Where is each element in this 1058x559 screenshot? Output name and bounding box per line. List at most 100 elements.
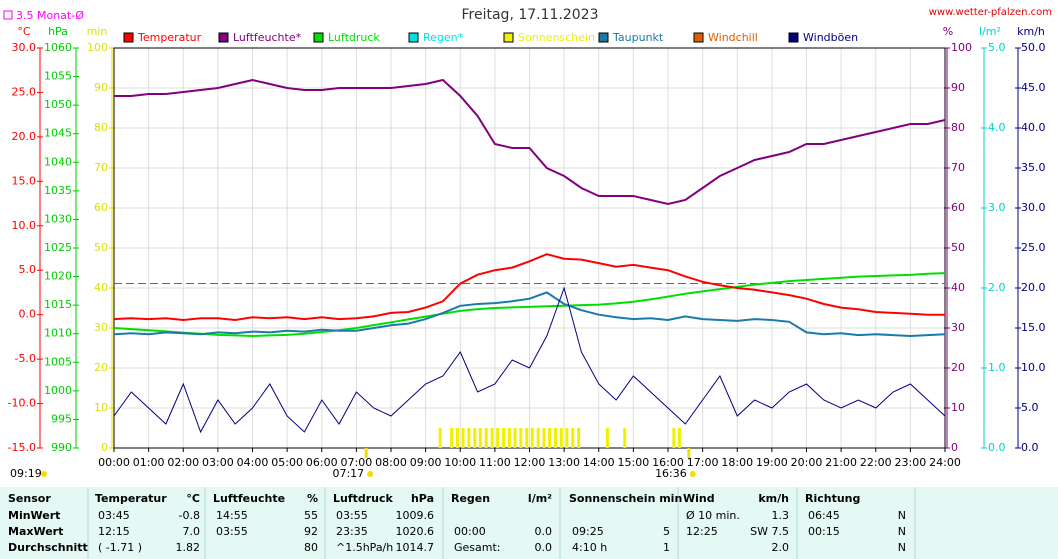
y-tick-label: 1035 <box>44 184 72 197</box>
table-cell: 06:45 <box>808 509 840 522</box>
sunshine-bar <box>438 428 442 448</box>
sunshine-bar <box>623 428 627 448</box>
table-row-label: Sensor <box>8 492 51 505</box>
sunshine-bar <box>577 428 581 448</box>
y-tick-label: 30.0 <box>12 41 37 54</box>
table-cell: 7.0 <box>183 525 201 538</box>
x-tick-label: 20:00 <box>791 456 823 469</box>
sun-icon <box>367 471 374 477</box>
series-line <box>113 253 945 322</box>
table-header: Temperatur <box>95 492 167 505</box>
axis-unit: °C <box>17 25 31 38</box>
x-tick-label: 03:00 <box>202 456 234 469</box>
sunshine-bar <box>490 428 494 448</box>
table-cell: 92 <box>304 525 318 538</box>
x-tick-label: 01:00 <box>133 456 165 469</box>
x-tick-label: 12:00 <box>514 456 546 469</box>
sunshine-bar <box>473 428 477 448</box>
table-header: Luftdruck <box>333 492 394 505</box>
y-tick-label: 2.0 <box>988 281 1006 294</box>
sunshine-bar <box>478 428 482 448</box>
x-tick-label: 23:00 <box>895 456 927 469</box>
table-cell: 0.0 <box>535 525 553 538</box>
table-cell: 00:15 <box>808 525 840 538</box>
y-tick-label: 3.0 <box>988 201 1006 214</box>
y-tick-label: 995 <box>51 412 72 425</box>
y-tick-label: 1025 <box>44 241 72 254</box>
table-cell: 55 <box>304 509 318 522</box>
axis-unit: min <box>87 25 108 38</box>
legend-swatch <box>598 32 609 43</box>
table-cell: 23:35 <box>336 525 368 538</box>
sunshine-bar <box>467 428 471 448</box>
table-cell: N <box>898 509 906 522</box>
series-line <box>113 272 946 338</box>
x-tick-label: 19:00 <box>756 456 788 469</box>
y-tick-label: 70 <box>94 161 108 174</box>
table-cell: 1.3 <box>772 509 790 522</box>
y-tick-label: 5.0 <box>1021 401 1039 414</box>
y-tick-label: 0 <box>951 441 958 454</box>
table-cell: 1020.6 <box>396 525 435 538</box>
y-tick-label: 1000 <box>44 384 72 397</box>
sunshine-bar <box>461 428 465 448</box>
y-tick-label: 30.0 <box>1021 201 1046 214</box>
y-tick-label: 1045 <box>44 127 72 140</box>
axis-unit: l/m² <box>979 25 1001 38</box>
x-tick-label: 18:00 <box>721 456 753 469</box>
table-cell: 14:55 <box>216 509 248 522</box>
source: www.wetter-pfalzen.com <box>929 7 1052 18</box>
x-tick-label: 22:00 <box>860 456 892 469</box>
table-cell: 4:10 h <box>572 541 607 554</box>
y-tick-label: 100 <box>87 41 108 54</box>
table-cell: 1.82 <box>176 541 201 554</box>
y-tick-label: 100 <box>951 41 972 54</box>
sunshine-bar <box>450 428 454 448</box>
x-tick-label: 14:00 <box>583 456 615 469</box>
y-tick-label: 1040 <box>44 155 72 168</box>
y-tick-label: 15.0 <box>1021 321 1046 334</box>
y-tick-label: 50.0 <box>1021 41 1046 54</box>
y-tick-label: 20.0 <box>12 130 37 143</box>
x-tick-label: 06:00 <box>306 456 338 469</box>
daylength-label: 09:19 <box>10 467 42 480</box>
average-legend-box <box>3 10 13 20</box>
y-tick-label: 60 <box>951 201 965 214</box>
sunshine-bar <box>484 428 488 448</box>
y-tick-label: 40 <box>94 281 108 294</box>
series-line <box>113 291 946 338</box>
legend-swatch <box>788 32 799 43</box>
sunshine-bar <box>519 428 523 448</box>
x-tick-label: 05:00 <box>271 456 303 469</box>
y-tick-label: 1020 <box>44 270 72 283</box>
x-tick-label: 04:00 <box>237 456 269 469</box>
y-tick-label: 5.0 <box>19 263 37 276</box>
y-tick-label: 40 <box>951 281 965 294</box>
sunshine-bar <box>542 428 546 448</box>
y-tick-label: 60 <box>94 201 108 214</box>
y-tick-label: 1.0 <box>988 361 1006 374</box>
sunshine-bar <box>553 428 557 448</box>
table-header: Regen <box>451 492 490 505</box>
y-tick-label: 4.0 <box>988 121 1006 134</box>
x-tick-label: 07:00 <box>341 456 373 469</box>
y-tick-label: 0.0 <box>19 308 37 321</box>
y-tick-label: 35.0 <box>1021 161 1046 174</box>
y-tick-label: 20.0 <box>1021 281 1046 294</box>
table-cell: -0.8 <box>179 509 200 522</box>
table-cell: 1 <box>663 541 670 554</box>
sunshine-bar <box>513 428 517 448</box>
axis-unit: km/h <box>1017 25 1045 38</box>
y-tick-label: 90 <box>951 81 965 94</box>
sunshine-bar <box>530 428 534 448</box>
table-cell: 1014.7 <box>396 541 435 554</box>
table-cell: 12:25 <box>686 525 718 538</box>
table-cell: Gesamt: <box>454 541 501 554</box>
table-cell: N <box>898 525 906 538</box>
y-tick-label: 10.0 <box>1021 361 1046 374</box>
table-row-label: Durchschnitt <box>8 541 88 554</box>
y-tick-label: 20 <box>951 361 965 374</box>
legend-label: Taupunkt <box>612 31 664 44</box>
sunshine-bar <box>502 428 506 448</box>
